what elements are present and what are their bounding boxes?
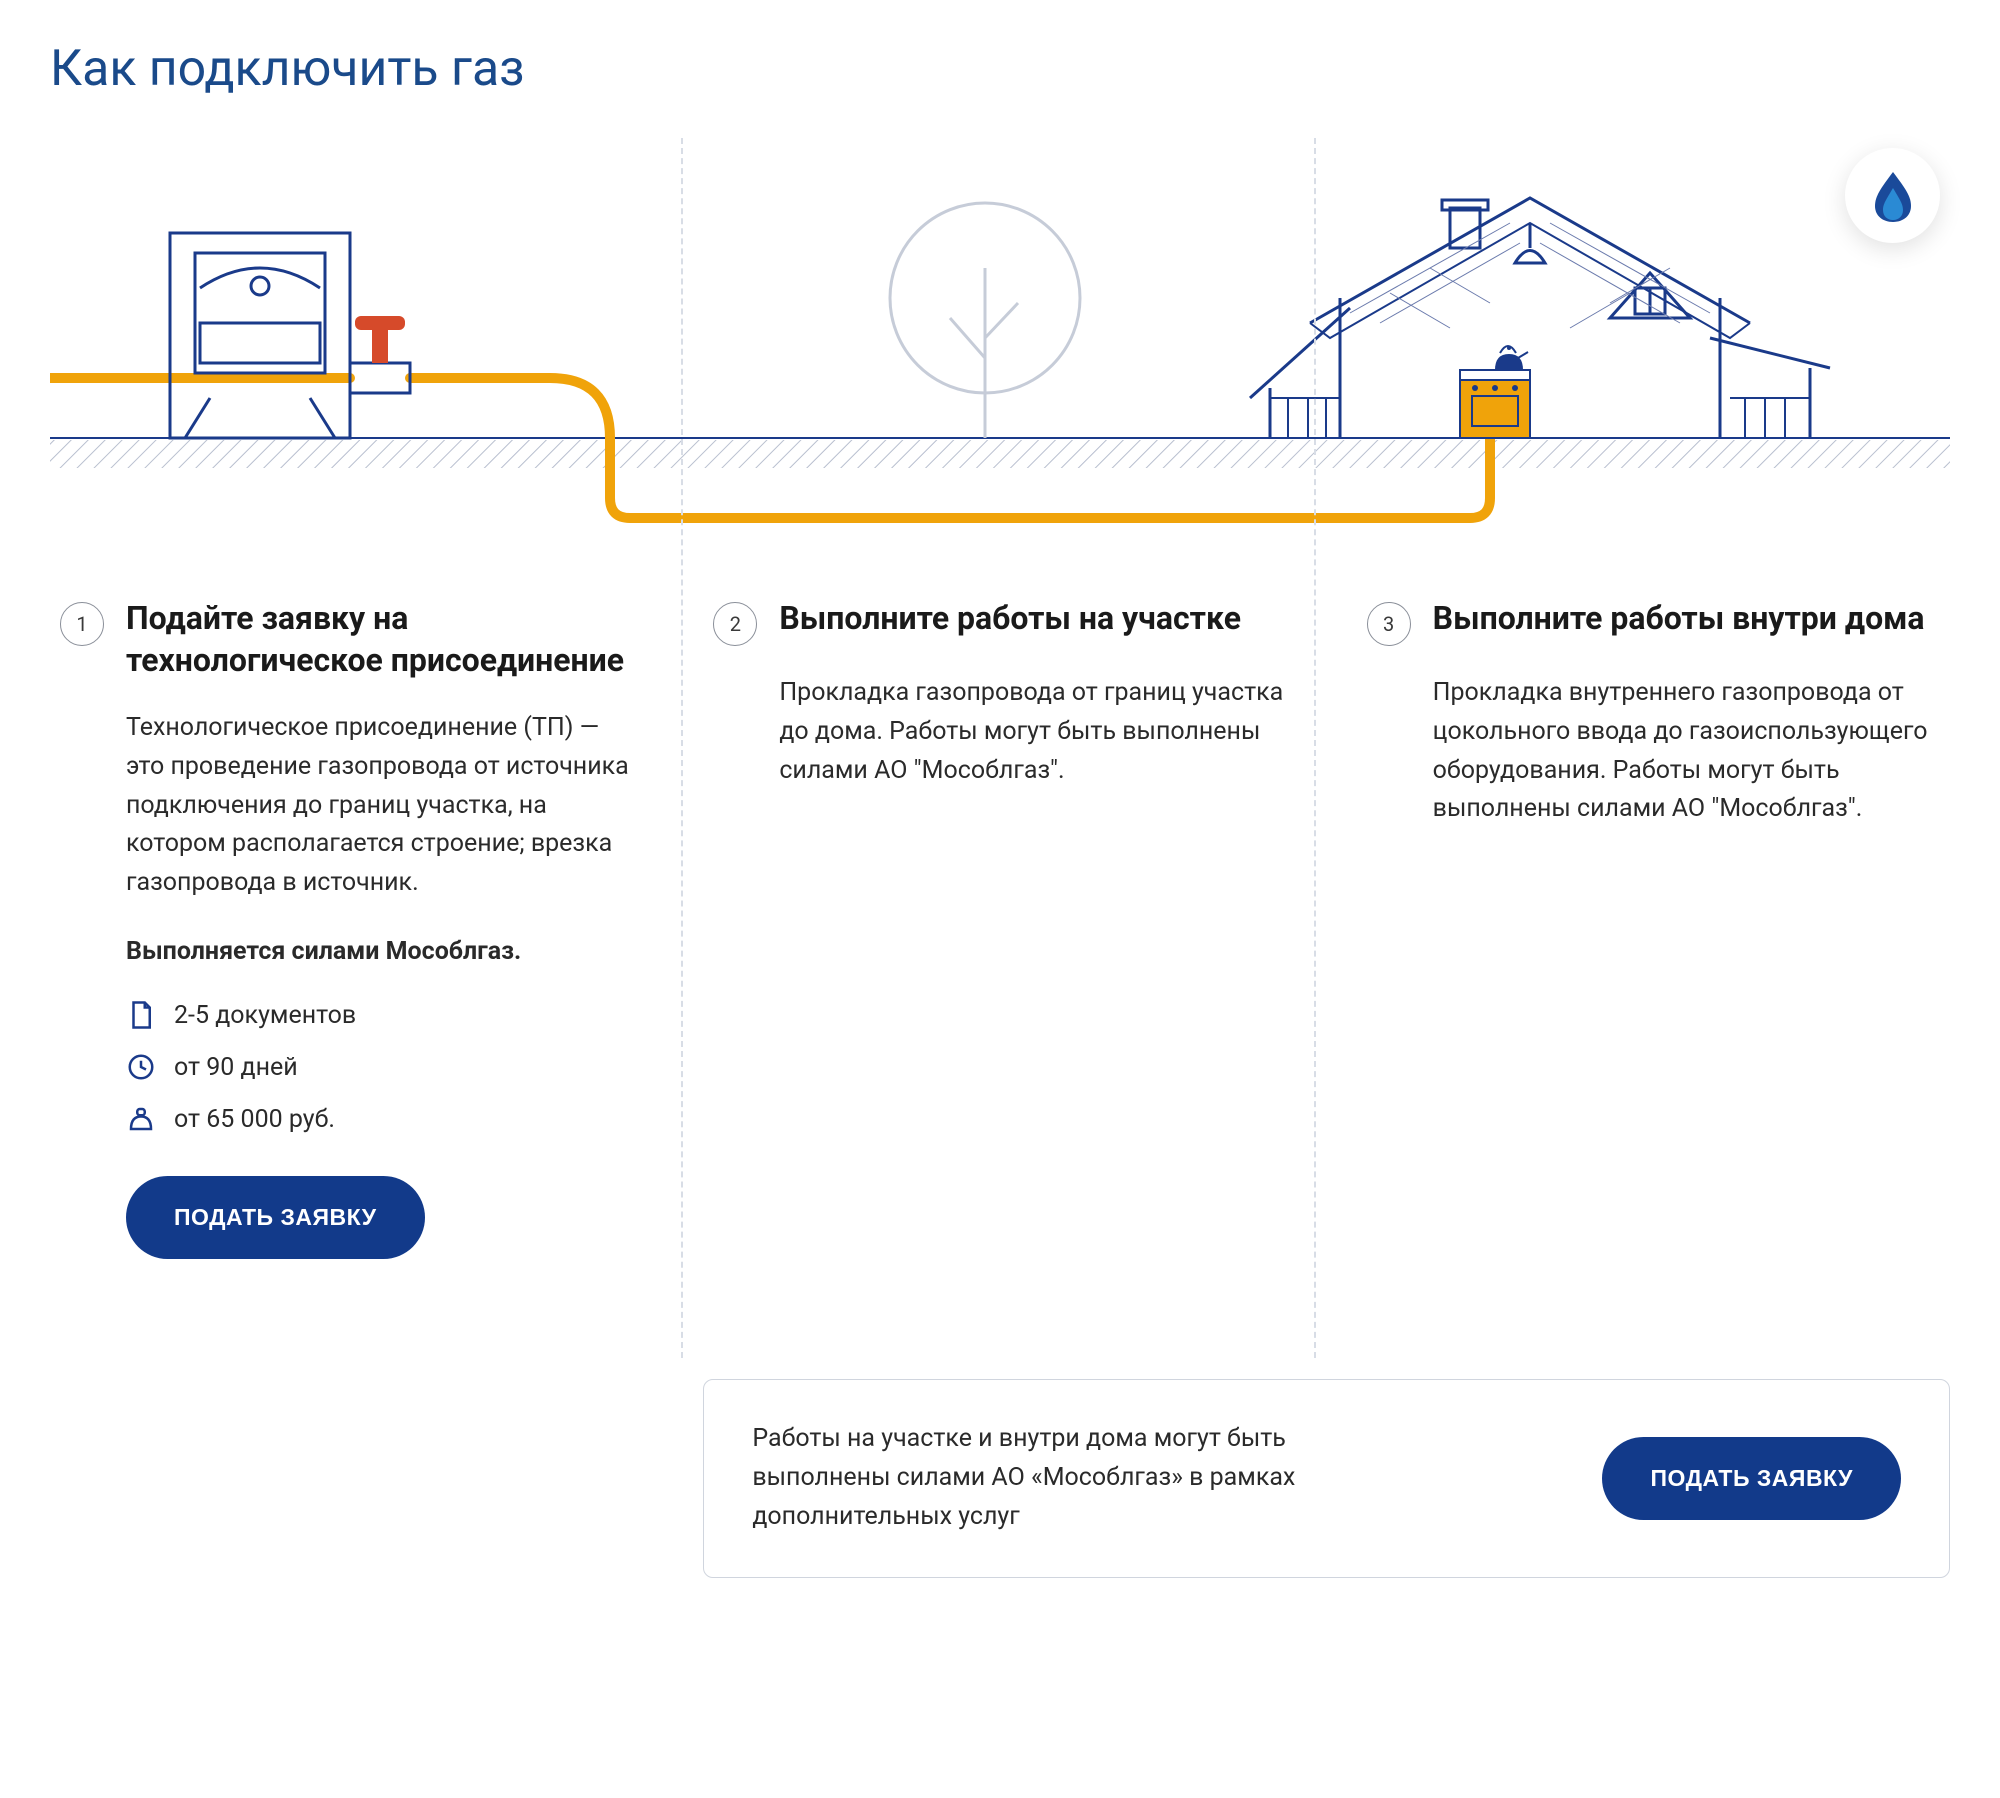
step-1-submit-button[interactable]: ПОДАТЬ ЗАЯВКУ <box>126 1176 425 1259</box>
step-2-number: 2 <box>713 602 757 646</box>
meta-cost-text: от 65 000 руб. <box>174 1105 335 1134</box>
step-2: 2 Выполните работы на участке Прокладка … <box>703 598 1296 1259</box>
infographic-svg <box>50 138 1950 538</box>
document-icon <box>126 1000 156 1030</box>
step-1-performer: Выполняется силами Мособлгаз. <box>126 933 633 971</box>
step-1-number: 1 <box>60 602 104 646</box>
step-1-meta: 2-5 документов от 90 дней от 65 000 руб. <box>126 1000 633 1134</box>
flame-badge[interactable] <box>1845 148 1940 243</box>
step-2-title: Выполните работы на участке <box>779 598 1241 640</box>
meta-cost: от 65 000 руб. <box>126 1104 633 1134</box>
step-3-body: Прокладка внутреннего газопровода от цок… <box>1433 674 1940 829</box>
illustration-row <box>50 138 1950 538</box>
step-1-body: Технологическое присоединение (ТП) — это… <box>126 709 633 903</box>
cost-icon <box>126 1104 156 1134</box>
meta-duration: от 90 дней <box>126 1052 633 1082</box>
step-3: 3 Выполните работы внутри дома Прокладка… <box>1357 598 1950 1259</box>
flame-icon <box>1871 170 1915 222</box>
combined-services-box: Работы на участке и внутри дома могут бы… <box>703 1379 1950 1577</box>
step-3-number: 3 <box>1367 602 1411 646</box>
clock-icon <box>126 1052 156 1082</box>
meta-documents: 2-5 документов <box>126 1000 633 1030</box>
step-2-body: Прокладка газопровода от границ участка … <box>779 674 1286 790</box>
step-1: 1 Подайте заявку на технологическое прис… <box>50 598 643 1259</box>
step-3-title: Выполните работы внутри дома <box>1433 598 1925 640</box>
meta-duration-text: от 90 дней <box>174 1053 298 1082</box>
page-title: Как подключить газ <box>50 40 1950 98</box>
steps-grid: 1 Подайте заявку на технологическое прис… <box>50 598 1950 1578</box>
combined-text: Работы на участке и внутри дома могут бы… <box>752 1420 1312 1536</box>
meta-documents-text: 2-5 документов <box>174 1001 356 1030</box>
step-1-title: Подайте заявку на технологическое присое… <box>126 598 633 681</box>
combined-submit-button[interactable]: ПОДАТЬ ЗАЯВКУ <box>1602 1437 1901 1520</box>
